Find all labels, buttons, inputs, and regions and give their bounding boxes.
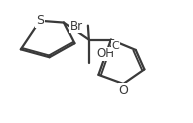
Text: S: S (36, 14, 44, 27)
Text: OH: OH (96, 47, 114, 60)
Text: O: O (118, 84, 128, 97)
Text: Br: Br (70, 20, 83, 33)
Text: C: C (112, 41, 120, 51)
